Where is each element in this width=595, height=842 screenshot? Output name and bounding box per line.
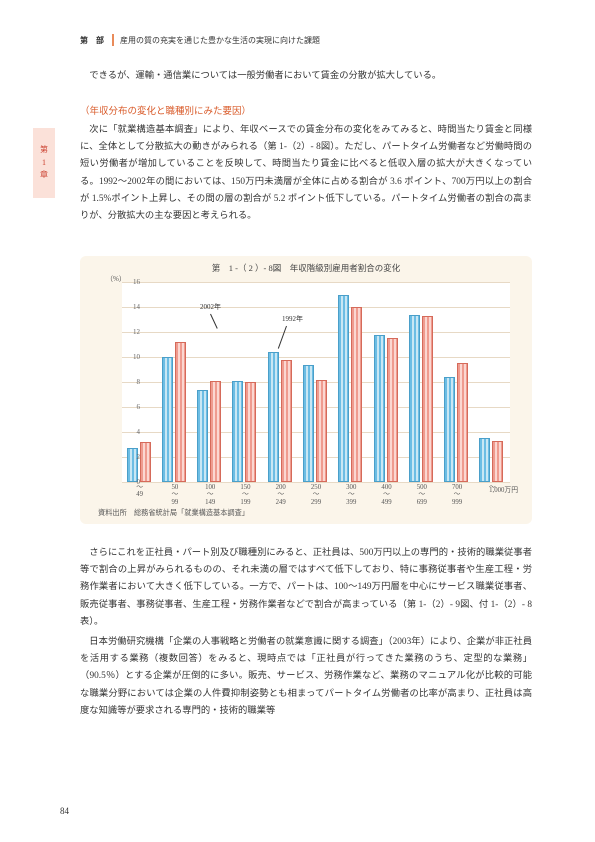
bar-1992 xyxy=(162,357,173,482)
bar-2002 xyxy=(175,342,186,482)
bar-1992 xyxy=(444,377,455,482)
bar-2002 xyxy=(422,316,433,482)
x-tick-label: 250 ～ 299 xyxy=(301,484,331,506)
chart-container: 第 1 -（ 2 ）- 8図 年収階級別雇用者割合の変化 （%） 2002年 1… xyxy=(80,256,532,524)
bar-2002 xyxy=(140,442,151,482)
chapter-tab-l3: 章 xyxy=(40,169,48,182)
chapter-tab: 第 1 章 xyxy=(33,128,55,198)
bar-1992 xyxy=(303,365,314,483)
chart-plot-area xyxy=(122,282,510,482)
grid-line xyxy=(122,282,510,283)
grid-line xyxy=(122,482,510,483)
x-tick-label: 700 ～ 999 xyxy=(442,484,472,506)
bar-1992 xyxy=(479,438,490,482)
x-tick-label: 300 ～ 399 xyxy=(336,484,366,506)
chart-annotation-1992: 1992年 xyxy=(282,314,303,324)
grid-line xyxy=(122,307,510,308)
bar-1992 xyxy=(197,390,208,483)
bar-2002 xyxy=(457,363,468,482)
bar-1992 xyxy=(409,315,420,483)
y-tick-label: 16 xyxy=(133,278,140,286)
chart-annotation-2002-label: 2002年 xyxy=(200,303,221,311)
bar-2002 xyxy=(281,360,292,483)
header-divider-bar xyxy=(112,34,114,46)
chart-annotation-1992-label: 1992年 xyxy=(282,315,303,323)
header-part: 第 部 xyxy=(80,35,104,46)
x-tick-label: 50 ～ 99 xyxy=(160,484,190,506)
bar-2002 xyxy=(351,307,362,482)
bar-2002 xyxy=(492,441,503,482)
bar-1992 xyxy=(268,352,279,482)
bar-2002 xyxy=(210,381,221,482)
y-tick-label: 12 xyxy=(133,328,140,336)
chart-source: 資料出所 総務省統計局「就業構造基本調査」 xyxy=(98,508,249,518)
paragraph-3: 日本労働研究機構「企業の人事戦略と労働者の就業意識に関する調査」（2003年）に… xyxy=(80,634,532,720)
bar-2002 xyxy=(245,382,256,482)
lead-paragraph: できるが、運輸・通信業については一般労働者において賃金の分散が拡大している。 xyxy=(80,68,532,85)
paragraph-1: 次に「就業構造基本調査」により、年収ベースでの賃金分布の変化をみてみると、時間当… xyxy=(80,122,532,225)
grid-line xyxy=(122,332,510,333)
y-tick-label: 6 xyxy=(137,403,141,411)
bar-2002 xyxy=(316,380,327,483)
chart-title: 第 1 -（ 2 ）- 8図 年収階級別雇用者割合の変化 xyxy=(80,256,532,274)
bar-2002 xyxy=(387,338,398,482)
y-tick-label: 14 xyxy=(133,303,140,311)
y-tick-label: 8 xyxy=(137,378,141,386)
x-tick-label: 500 ～ 699 xyxy=(407,484,437,506)
paragraph-2: さらにこれを正社員・パート別及び職種別にみると、正社員は、500万円以上の専門的… xyxy=(80,545,532,631)
header-title: 産用の質の充実を通じた豊かな生活の実現に向けた課題 xyxy=(120,35,320,46)
y-tick-label: 4 xyxy=(137,428,141,436)
bar-1992 xyxy=(232,381,243,482)
page-number: 84 xyxy=(60,806,69,816)
bar-1992 xyxy=(338,295,349,483)
chart-annotation-2002: 2002年 xyxy=(200,302,221,312)
x-tick-label: 150 ～ 199 xyxy=(230,484,260,506)
y-tick-label: 2 xyxy=(137,453,141,461)
y-tick-label: 10 xyxy=(133,353,140,361)
x-tick-label: ～ xyxy=(477,484,507,491)
chapter-tab-l1: 第 xyxy=(40,144,48,157)
bar-1992 xyxy=(374,335,385,483)
x-tick-label: 400 ～ 499 xyxy=(372,484,402,506)
subheading: （年収分布の変化と職種別にみた要因） xyxy=(80,104,532,122)
chapter-tab-l2: 1 xyxy=(42,157,46,170)
x-tick-label: 200 ～ 249 xyxy=(266,484,296,506)
x-tick-label: ～ 49 xyxy=(125,484,155,499)
page-header: 第 部 産用の質の充実を通じた豊かな生活の実現に向けた課題 xyxy=(80,34,320,46)
x-tick-label: 100 ～ 149 xyxy=(195,484,225,506)
